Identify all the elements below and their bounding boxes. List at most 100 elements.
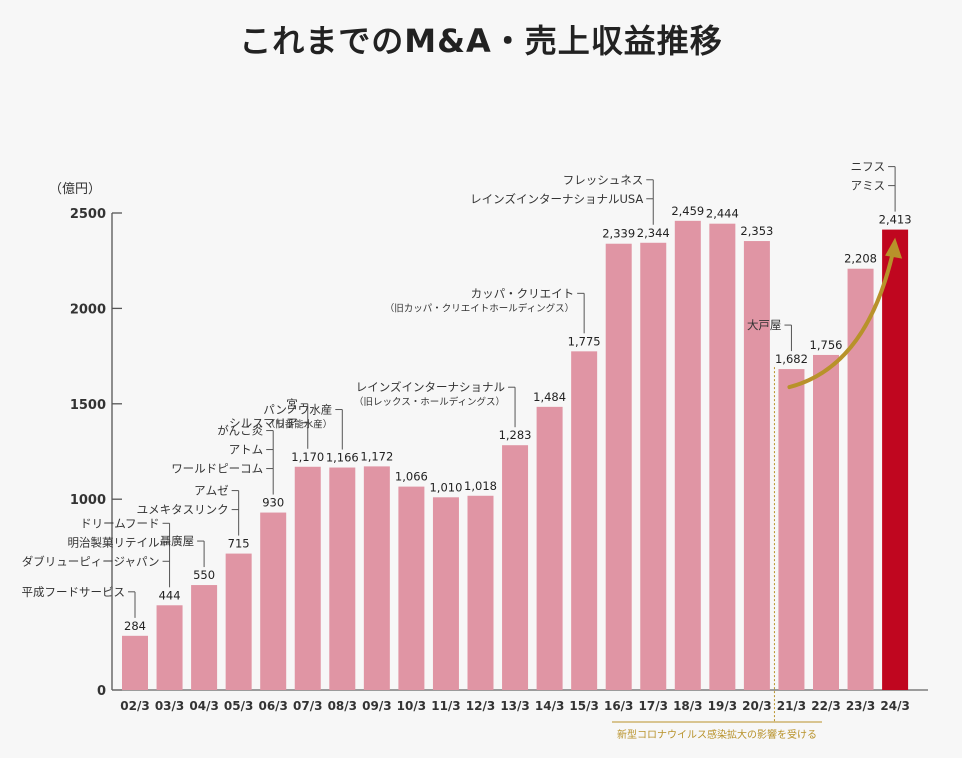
annotation-label: ドリームフード <box>80 516 159 530</box>
data-label: 550 <box>193 568 215 582</box>
annotation-label: がんこ炎 <box>217 424 263 438</box>
data-label: 1,166 <box>326 451 359 465</box>
bar <box>225 553 252 690</box>
x-tick-label: 21/3 <box>777 699 806 713</box>
x-tick-label: 19/3 <box>708 699 737 713</box>
annotation-label: アトム <box>229 443 264 457</box>
annotation-label: ダブリューピィージャパン <box>22 554 160 568</box>
annotation-label: ワールドピーコム <box>171 462 263 476</box>
data-label: 930 <box>262 496 284 510</box>
data-label: 1,010 <box>429 480 462 494</box>
bar <box>882 229 909 690</box>
data-label: 284 <box>124 619 146 633</box>
annotation-label: アミス <box>851 179 886 193</box>
x-tick-label: 12/3 <box>466 699 495 713</box>
bar <box>294 466 321 690</box>
data-label: 444 <box>159 588 181 602</box>
x-tick-label: 06/3 <box>258 699 287 713</box>
annotation-label: シルスマリア <box>229 416 298 430</box>
bar <box>156 605 183 690</box>
data-label: 2,444 <box>706 207 739 221</box>
annotation-label: レインズインターナショナルUSA <box>470 192 643 206</box>
y-tick-label: 2500 <box>70 207 106 222</box>
annotation-label: レインズインターナショナル <box>356 380 505 394</box>
bar <box>191 585 218 690</box>
data-label: 1,018 <box>464 479 497 493</box>
annotation-label: 明治製菓リテイル <box>68 535 160 549</box>
y-tick-label: 0 <box>97 684 106 699</box>
y-tick-label: 1500 <box>70 398 106 413</box>
x-tick-label: 03/3 <box>155 699 184 713</box>
x-tick-label: 15/3 <box>569 699 598 713</box>
annotation-label: 聶廣屋 <box>160 534 195 548</box>
bar <box>329 467 356 690</box>
data-label: 1,756 <box>810 338 843 352</box>
data-label: 2,344 <box>637 226 670 240</box>
bar <box>536 406 563 690</box>
bar <box>467 495 494 690</box>
data-label: 715 <box>228 537 250 551</box>
chart-title: これまでのM&A・売上収益推移 <box>239 22 723 60</box>
data-label: 2,339 <box>602 227 635 241</box>
data-label: 1,682 <box>775 352 808 366</box>
annotation-sublabel: （旧レックス・ホールディングス） <box>354 396 505 408</box>
data-label: 1,170 <box>291 450 324 464</box>
x-tick-label: 10/3 <box>397 699 426 713</box>
annotation-label: 平成フードサービス <box>22 585 126 599</box>
x-tick-label: 02/3 <box>120 699 149 713</box>
bar <box>398 486 425 690</box>
data-label: 1,484 <box>533 390 566 404</box>
bar <box>363 466 390 690</box>
x-tick-label: 09/3 <box>362 699 391 713</box>
bar <box>674 220 701 690</box>
data-label: 2,413 <box>879 213 912 227</box>
x-tick-label: 22/3 <box>811 699 840 713</box>
recovery-arrow-head <box>885 237 903 259</box>
y-axis-unit: （億円） <box>49 181 101 197</box>
annotation-label: 宮 <box>286 397 298 411</box>
y-tick-label: 2000 <box>70 302 106 317</box>
data-label: 1,283 <box>499 428 532 442</box>
x-tick-label: 05/3 <box>224 699 253 713</box>
x-tick-label: 17/3 <box>639 699 668 713</box>
annotation-label: 大戸屋 <box>747 318 782 332</box>
bar <box>743 241 770 690</box>
bar <box>122 635 148 690</box>
data-label: 2,208 <box>844 252 877 266</box>
x-tick-label: 08/3 <box>328 699 357 713</box>
y-tick-label: 1000 <box>70 493 106 508</box>
annotation-label: フレッシュネス <box>563 173 644 187</box>
x-tick-label: 14/3 <box>535 699 564 713</box>
x-tick-label: 04/3 <box>189 699 218 713</box>
x-tick-label: 11/3 <box>431 699 460 713</box>
bar <box>502 445 529 690</box>
annotation-sublabel: （旧カッパ・クリエイトホールディングス） <box>385 302 574 314</box>
bar <box>571 351 598 690</box>
annotation-label: アムゼ <box>194 484 229 498</box>
data-label: 1,172 <box>360 449 393 463</box>
recovery-arrow-shaft <box>787 249 896 390</box>
bar <box>813 354 839 690</box>
x-tick-label: 24/3 <box>880 699 909 713</box>
x-tick-label: 13/3 <box>500 699 529 713</box>
bar <box>640 242 667 690</box>
annotation-label: ユメキタスリンク <box>137 503 229 517</box>
annotation-label: パンノウ水産 <box>263 403 332 417</box>
x-tick-label: 23/3 <box>846 699 875 713</box>
bar <box>847 268 874 690</box>
bar <box>709 223 736 690</box>
bar <box>432 497 459 690</box>
bar <box>260 512 287 690</box>
x-tick-label: 07/3 <box>293 699 322 713</box>
covid-note: 新型コロナウイルス感染拡大の影響を受ける <box>617 728 817 741</box>
data-label: 2,353 <box>740 224 773 238</box>
data-label: 1,066 <box>395 470 428 484</box>
annotation-sublabel: （旧番能水産） <box>266 419 333 431</box>
data-label: 1,775 <box>568 334 601 348</box>
annotation-label: ニフス <box>851 160 886 174</box>
bar <box>778 369 805 690</box>
x-tick-label: 16/3 <box>604 699 633 713</box>
data-label: 2,459 <box>671 204 704 218</box>
bar <box>605 243 632 690</box>
